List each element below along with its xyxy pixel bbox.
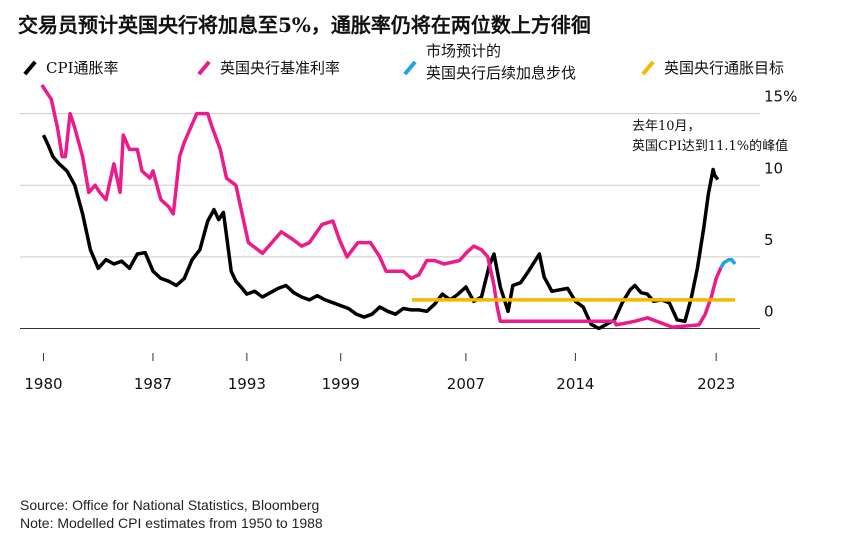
series-line (40, 84, 723, 329)
x-tick-label: 1987 (134, 375, 172, 393)
legend-swatch (197, 60, 211, 76)
y-tick-label: 5 (764, 231, 774, 249)
y-tick-label: 10 (764, 159, 783, 177)
chart-title: 交易员预计英国央行将加息至5%，通胀率仍将在两位数上方徘徊 (18, 13, 591, 37)
legend-swatch (23, 60, 37, 76)
y-tick-label: 0 (764, 303, 774, 321)
legend-label: 英国央行基准利率 (220, 59, 341, 77)
legend-swatch (641, 60, 655, 76)
annotation: 英国CPI达到11.1%的峰值 (632, 138, 788, 154)
legend-label: 市场预计的 英国央行后续加息步伐 (426, 42, 577, 82)
annotation: 去年10月， (632, 119, 701, 134)
note: Note: Modelled CPI estimates from 1950 t… (20, 515, 323, 531)
legend: CPI通胀率 英国央行基准利率 市场预计的 英国央行后续加息步伐 英国央行通胀目标 (0, 42, 842, 96)
x-tick-label: 1980 (24, 375, 62, 393)
x-tick-label: 2007 (447, 375, 485, 393)
x-tick-label: 2014 (556, 375, 594, 393)
x-tick-label: 1999 (322, 375, 360, 393)
y-tick-label: 15% (764, 88, 797, 106)
x-tick-label: 2023 (697, 375, 735, 393)
legend-label: 英国央行通胀目标 (664, 59, 785, 77)
legend-swatch (403, 60, 417, 76)
series-line (719, 257, 737, 269)
source: Source: Office for National Statistics, … (20, 497, 320, 513)
legend-label: CPI通胀率 (46, 59, 119, 77)
x-tick-label: 1993 (228, 375, 266, 393)
